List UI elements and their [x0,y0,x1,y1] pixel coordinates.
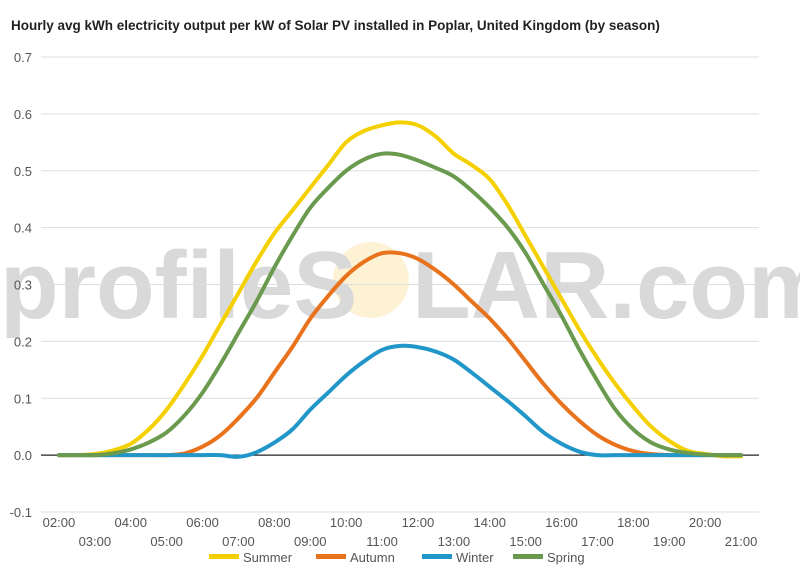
y-tick-label: 0.3 [14,278,32,293]
legend-swatch-winter [422,554,452,559]
y-axis: -0.1 0.0 0.1 0.2 0.3 0.4 0.5 0.6 0.7 [10,50,32,520]
legend-swatch-summer [209,554,239,559]
series-lines [57,120,743,459]
x-tick-label: 07:00 [222,534,255,549]
y-tick-label: 0.6 [14,107,32,122]
x-tick-label: 03:00 [79,534,112,549]
x-tick-label: 20:00 [689,515,722,530]
x-tick-label: 08:00 [258,515,291,530]
x-tick-label: 05:00 [150,534,183,549]
x-tick-label: 15:00 [509,534,542,549]
x-tick-label: 21:00 [725,534,758,549]
legend: Summer Autumn Winter Spring [209,550,585,565]
x-tick-label: 04:00 [114,515,147,530]
y-tick-label: 0.4 [14,221,32,236]
y-tick-label: 0.1 [14,391,32,406]
x-tick-label: 11:00 [366,534,398,549]
legend-swatch-spring [513,554,543,559]
series-line-spring [57,151,743,458]
chart-title: Hourly avg kWh electricity output per kW… [11,18,660,33]
x-tick-label: 12:00 [402,515,435,530]
x-tick-label: 18:00 [617,515,650,530]
x-tick-label: 19:00 [653,534,686,549]
x-tick-label: 02:00 [43,515,76,530]
watermark: profileS LAR.com [0,232,800,339]
x-tick-label: 06:00 [186,515,219,530]
x-tick-label: 14:00 [473,515,506,530]
x-tick-label: 17:00 [581,534,614,549]
x-tick-label: 09:00 [294,534,327,549]
series-line-winter [57,343,743,459]
y-tick-label: 0.7 [14,50,32,65]
watermark-text-right: LAR.com [412,232,800,339]
y-tick-label: 0.0 [14,448,32,463]
watermark-text-left: profileS [0,232,357,339]
x-tick-label: 10:00 [330,515,363,530]
x-tick-label: 13:00 [438,534,471,549]
y-tick-label: 0.5 [14,164,32,179]
series-line-summer [57,120,743,459]
legend-label-summer: Summer [243,550,293,565]
y-tick-label: -0.1 [10,505,32,520]
legend-swatch-autumn [316,554,346,559]
y-tick-label: 0.2 [14,334,32,349]
legend-label-spring: Spring [547,550,585,565]
x-axis: 02:00 04:00 06:00 08:00 10:00 12:00 14:00 16:00… [43,515,758,549]
legend-label-winter: Winter [456,550,494,565]
watermark-sun-icon [333,242,409,318]
legend-label-autumn: Autumn [350,550,395,565]
x-tick-label: 16:00 [545,515,578,530]
